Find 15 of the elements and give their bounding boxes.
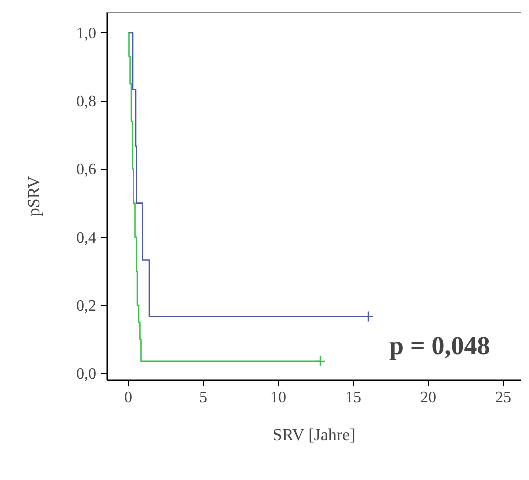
x-tick-label: 0: [124, 390, 132, 406]
y-axis-title: pSRV: [24, 176, 44, 217]
x-tick-label: 5: [200, 390, 208, 406]
x-tick-label: 20: [420, 390, 436, 406]
y-tick-label: 0,4: [76, 230, 96, 247]
x-tick-label: 25: [496, 390, 512, 406]
x-tick-label: 15: [346, 390, 362, 406]
y-tick-label: 0,0: [76, 366, 96, 384]
x-tick-label: 10: [270, 390, 286, 406]
y-tick-label: 0,6: [76, 162, 96, 179]
y-tick-label: 0,8: [76, 94, 96, 111]
y-tick-label: 0,2: [76, 298, 96, 316]
annotation: p = 0,048: [390, 332, 490, 360]
x-axis-title: SRV [Jahre]: [272, 426, 356, 444]
y-tick-label: 1,0: [76, 25, 96, 42]
